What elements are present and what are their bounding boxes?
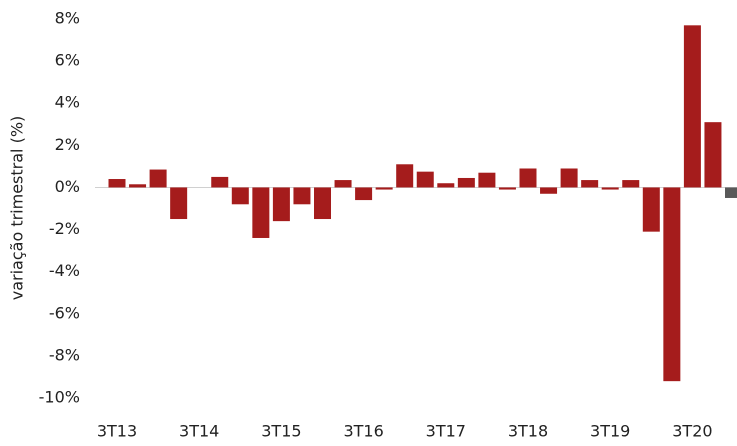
bar	[725, 187, 737, 198]
bar	[170, 187, 188, 220]
bar	[581, 180, 599, 188]
y-tick-label: -6%	[49, 303, 80, 322]
bar	[478, 172, 496, 188]
bar	[375, 187, 393, 190]
bar	[560, 168, 578, 188]
bar	[622, 180, 640, 188]
bar	[683, 25, 701, 188]
bar	[129, 184, 147, 188]
bar	[642, 187, 660, 232]
x-tick-label: 3T18	[508, 422, 548, 441]
y-tick-label: 2%	[55, 135, 80, 154]
bar	[437, 183, 455, 188]
y-tick-label: -2%	[49, 219, 80, 238]
bar	[457, 177, 475, 188]
y-tick-label: 6%	[55, 51, 80, 70]
y-tick-label: -10%	[39, 388, 80, 407]
bar	[314, 187, 331, 220]
x-tick-label: 3T20	[672, 422, 712, 441]
bar	[601, 187, 619, 190]
y-tick-label: 4%	[55, 93, 80, 112]
bar	[293, 187, 311, 205]
y-axis-label: variação trimestral (%)	[8, 116, 27, 301]
bar	[231, 187, 249, 205]
bar	[334, 180, 352, 188]
bar	[108, 179, 126, 188]
y-tick-label: 8%	[55, 9, 80, 28]
x-tick-label: 3T19	[590, 422, 630, 441]
bar	[396, 164, 414, 188]
x-tick-label: 3T14	[179, 422, 219, 441]
x-tick-label: 3T13	[97, 422, 137, 441]
bar	[252, 187, 270, 238]
bar	[149, 169, 167, 188]
x-tick-label: 3T15	[261, 422, 301, 441]
bar	[519, 168, 537, 188]
y-tick-label: 0%	[55, 177, 80, 196]
bar	[211, 176, 229, 188]
bar	[498, 187, 516, 190]
bar	[416, 171, 434, 188]
x-tick-label: 3T16	[343, 422, 383, 441]
bar	[663, 187, 681, 382]
bar	[355, 187, 373, 201]
bar	[704, 122, 722, 188]
x-tick-label: 3T17	[426, 422, 466, 441]
y-tick-label: -8%	[49, 345, 80, 364]
bar	[272, 187, 290, 222]
y-tick-label: -4%	[49, 261, 80, 280]
bar	[540, 187, 558, 194]
